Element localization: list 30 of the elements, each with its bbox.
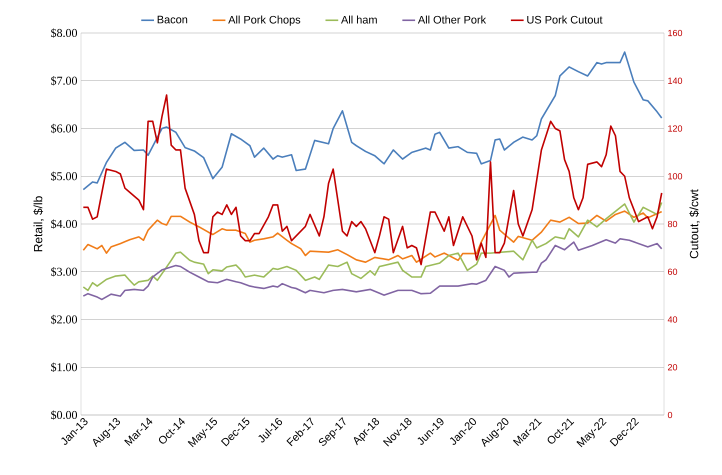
y-tick-label: $5.00: [51, 171, 78, 182]
y2-tick-label: 160: [668, 30, 682, 36]
y-tick-label: $3.00: [51, 266, 78, 277]
y-tick-label: $8.00: [51, 28, 78, 38]
legend-label: All Pork Chops: [228, 16, 300, 26]
y-tick-label: $0.00: [51, 410, 78, 420]
y2-tick-label: 60: [668, 268, 678, 275]
line-series: [82, 202, 662, 292]
line-series: [82, 210, 662, 263]
y2-tick-label: 0: [668, 412, 672, 418]
y2-tick-label: 40: [668, 316, 678, 323]
y2-tick-label: 100: [668, 173, 682, 180]
legend-label: All Other Pork: [418, 16, 486, 24]
y2-axis-title: Cutout, $/cwt: [689, 189, 700, 258]
y-tick-label: $2.00: [51, 314, 78, 324]
y-tick-label: $1.00: [51, 362, 78, 372]
y2-tick-label: 140: [668, 78, 682, 84]
legend-label: All ham: [341, 16, 377, 24]
y2-tick-label: 80: [668, 220, 678, 228]
line-series: [82, 238, 662, 300]
y-axis-title: Retail, $/lb: [33, 196, 44, 252]
y2-tick-label: 20: [668, 364, 678, 370]
y2-tick-label: 120: [668, 125, 682, 132]
y-tick-label: $7.00: [51, 76, 78, 86]
y-tick-label: $4.00: [51, 219, 78, 229]
line-series: [82, 94, 662, 266]
line-series: [82, 51, 662, 190]
legend-label: Bacon: [158, 16, 188, 24]
y-tick-label: $6.00: [51, 124, 78, 134]
legend-label: US Pork Cutout: [527, 16, 602, 24]
